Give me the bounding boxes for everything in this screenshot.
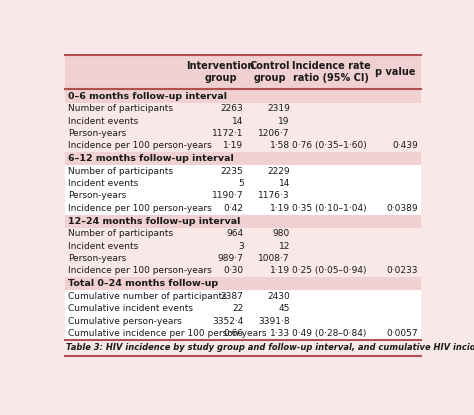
Text: Incident events: Incident events [68,179,139,188]
Bar [65,240,421,252]
Text: 2263: 2263 [221,104,244,113]
Text: 1·58: 1·58 [270,142,290,150]
Text: 1206·7: 1206·7 [258,129,290,138]
Bar [65,327,421,339]
Text: 6–12 months follow-up interval: 6–12 months follow-up interval [68,154,234,163]
Text: 0·439: 0·439 [392,142,418,150]
Text: 1176·3: 1176·3 [258,191,290,200]
Text: Cumulative person-years: Cumulative person-years [68,317,182,325]
Text: 0·49 (0·28–0·84): 0·49 (0·28–0·84) [292,329,366,338]
Text: 980: 980 [273,229,290,238]
Bar [65,290,421,303]
Text: 1008·7: 1008·7 [258,254,290,263]
Text: 19: 19 [278,117,290,126]
Text: Total 0–24 months follow-up: Total 0–24 months follow-up [68,279,218,288]
Text: 1·19: 1·19 [270,204,290,213]
Bar [65,178,421,190]
Text: Number of participants: Number of participants [68,104,173,113]
Bar [65,227,421,240]
Text: Incidence per 100 person-years: Incidence per 100 person-years [68,266,212,276]
Text: 1·19: 1·19 [223,142,244,150]
Text: 22: 22 [232,304,244,313]
Text: 0·0233: 0·0233 [387,266,418,276]
Text: Cumulative incident events: Cumulative incident events [68,304,193,313]
Bar [65,90,421,103]
Text: 964: 964 [227,229,244,238]
Text: Person-years: Person-years [68,191,127,200]
Text: 5: 5 [238,179,244,188]
Text: Number of participants: Number of participants [68,167,173,176]
Text: 0·30: 0·30 [223,266,244,276]
Text: Number of participants: Number of participants [68,229,173,238]
Text: 0·76 (0·35–1·60): 0·76 (0·35–1·60) [292,142,366,150]
Text: 14: 14 [279,179,290,188]
Text: Incident events: Incident events [68,242,139,251]
Text: 1172·1: 1172·1 [212,129,244,138]
Bar [65,115,421,127]
Bar [65,139,421,152]
Text: 14: 14 [232,117,244,126]
Text: 0·0389: 0·0389 [386,204,418,213]
Bar [65,202,421,215]
Text: Incidence per 100 person-years: Incidence per 100 person-years [68,142,212,150]
Text: 1·33: 1·33 [270,329,290,338]
Bar [65,152,421,165]
Text: 989·7: 989·7 [218,254,244,263]
Text: 0–6 months follow-up interval: 0–6 months follow-up interval [68,92,227,100]
Text: 0·42: 0·42 [224,204,244,213]
Text: Cumulative incidence per 100 person-years: Cumulative incidence per 100 person-year… [68,329,267,338]
Text: 2229: 2229 [267,167,290,176]
Text: 1190·7: 1190·7 [212,191,244,200]
Bar [65,277,421,290]
Text: p value: p value [375,67,416,77]
Text: 2387: 2387 [221,292,244,301]
Text: 3352·4: 3352·4 [212,317,244,325]
Text: 12–24 months follow-up interval: 12–24 months follow-up interval [68,217,240,226]
Text: Person-years: Person-years [68,254,127,263]
Bar [65,165,421,178]
Text: 2319: 2319 [267,104,290,113]
Text: 3: 3 [238,242,244,251]
Text: Incidence rate
ratio (95% CI): Incidence rate ratio (95% CI) [292,61,371,83]
Text: 0·35 (0·10–1·04): 0·35 (0·10–1·04) [292,204,366,213]
Text: Person-years: Person-years [68,129,127,138]
Text: Intervention
group: Intervention group [186,61,255,83]
Bar [65,55,421,90]
Text: Incidence per 100 person-years: Incidence per 100 person-years [68,204,212,213]
Text: 2430: 2430 [267,292,290,301]
Text: Table 3: HIV incidence by study group and follow-up interval, and cumulative HIV: Table 3: HIV incidence by study group an… [66,343,474,352]
Bar [65,265,421,277]
Bar [65,190,421,202]
Bar [65,103,421,115]
Bar [65,315,421,327]
Text: 2235: 2235 [221,167,244,176]
Bar [65,215,421,227]
Bar [65,127,421,139]
Text: Incident events: Incident events [68,117,139,126]
Text: Cumulative number of participants: Cumulative number of participants [68,292,227,301]
Text: 12: 12 [279,242,290,251]
Bar [65,252,421,265]
Bar [65,303,421,315]
Text: 0·25 (0·05–0·94): 0·25 (0·05–0·94) [292,266,366,276]
Text: 0·0057: 0·0057 [386,329,418,338]
Text: 3391·8: 3391·8 [258,317,290,325]
Text: 0·66: 0·66 [223,329,244,338]
Text: 1·19: 1·19 [270,266,290,276]
Text: 45: 45 [279,304,290,313]
Text: Control
group: Control group [249,61,290,83]
